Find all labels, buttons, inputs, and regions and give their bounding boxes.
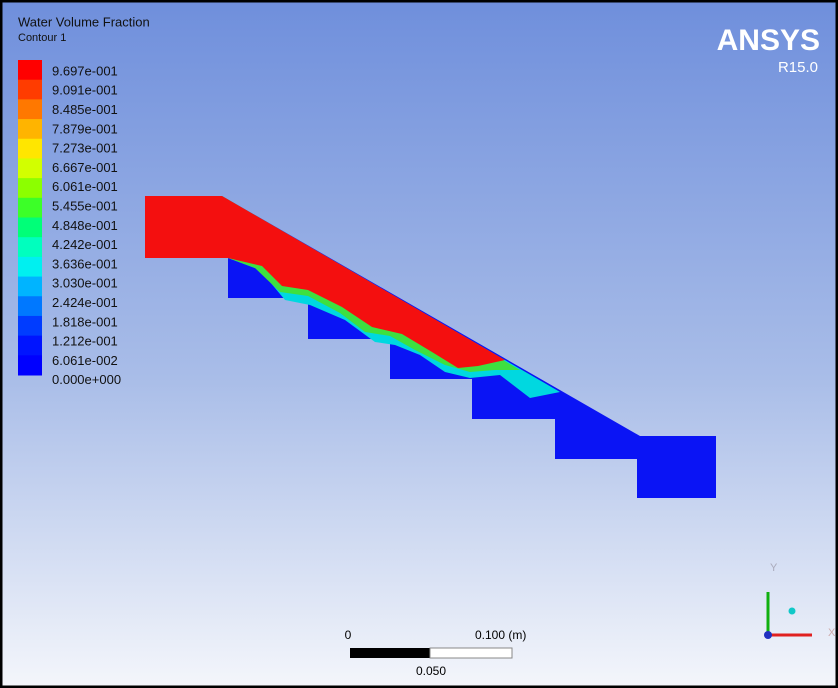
legend-label: 9.697e-001 bbox=[52, 63, 118, 78]
legend-label: 7.273e-001 bbox=[52, 141, 118, 156]
color-swatch bbox=[18, 79, 42, 100]
legend-label: 4.848e-001 bbox=[52, 218, 118, 233]
origin bbox=[764, 631, 772, 639]
color-swatch bbox=[18, 178, 42, 199]
legend-label: 4.242e-001 bbox=[52, 237, 118, 252]
water bbox=[145, 196, 505, 368]
color-swatch bbox=[18, 217, 42, 238]
color-swatch bbox=[18, 237, 42, 258]
color-swatch bbox=[18, 256, 42, 278]
legend-label: 2.424e-001 bbox=[52, 295, 118, 310]
version: R15.0 bbox=[778, 59, 818, 76]
logo: ANSYS bbox=[717, 24, 820, 57]
x-axis-label: X bbox=[828, 627, 836, 639]
color-swatch bbox=[18, 60, 42, 81]
geometry bbox=[145, 196, 716, 498]
legend-label: 1.818e-001 bbox=[52, 314, 118, 329]
color-swatch bbox=[18, 335, 42, 356]
y-axis-label: Y bbox=[770, 562, 778, 574]
color-swatch bbox=[18, 355, 42, 376]
legend-label: 3.030e-001 bbox=[52, 276, 118, 291]
scale-bar: 0 0.100 (m) 0.050 bbox=[345, 628, 527, 678]
legend-label: 8.485e-001 bbox=[52, 102, 118, 117]
color-swatch bbox=[18, 158, 42, 179]
legend-label: 0.000e+000 bbox=[52, 372, 121, 387]
legend-label: 6.667e-001 bbox=[52, 160, 118, 175]
colorbar: 9.697e-001 9.091e-001 8.485e-001 7.879e-001… bbox=[18, 60, 121, 387]
legend-label: 7.879e-001 bbox=[52, 121, 118, 136]
legend-label: 1.212e-001 bbox=[52, 334, 118, 349]
color-swatch bbox=[18, 276, 42, 297]
color-swatch bbox=[18, 138, 42, 159]
color-swatch bbox=[18, 99, 42, 120]
z-axis bbox=[788, 607, 796, 615]
color-swatch bbox=[18, 296, 42, 317]
legend-label: 6.061e-002 bbox=[52, 353, 118, 368]
scale-end: 0.100 (m) bbox=[475, 628, 526, 642]
contour-subtitle: Contour 1 bbox=[18, 32, 66, 44]
legend-label: 3.636e-001 bbox=[52, 256, 118, 271]
scale-white bbox=[429, 647, 513, 659]
legend-label: 6.061e-001 bbox=[52, 179, 118, 194]
contour-title: Water Volume Fraction bbox=[18, 14, 150, 29]
color-swatch bbox=[18, 315, 42, 337]
legend-label: 9.091e-001 bbox=[52, 83, 118, 98]
scale-mid: 0.050 bbox=[416, 664, 446, 678]
scale-black bbox=[350, 648, 430, 658]
scale-start: 0 bbox=[345, 628, 352, 642]
axis-triad: Y X bbox=[764, 562, 836, 639]
legend-label: 5.455e-001 bbox=[52, 199, 118, 214]
color-swatch bbox=[18, 119, 42, 140]
color-swatch bbox=[18, 197, 42, 218]
